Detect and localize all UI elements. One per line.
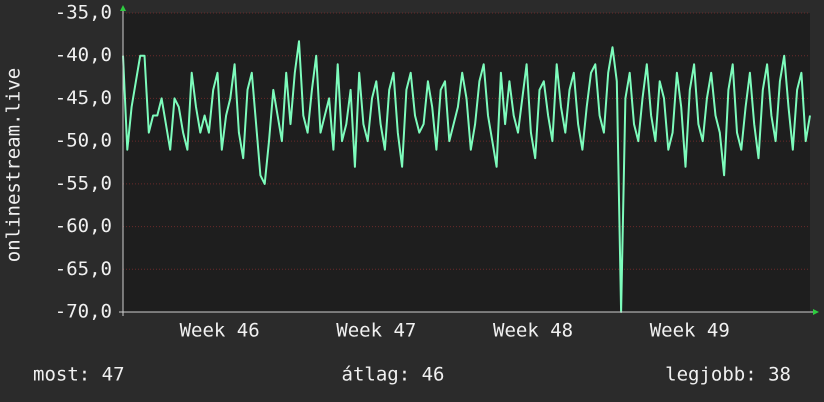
y-tick-label: -50,0 <box>55 130 112 152</box>
y-tick-label: -65,0 <box>55 258 112 280</box>
data-line <box>122 40 811 313</box>
x-tick-label: Week 48 <box>493 320 573 342</box>
plot <box>122 40 811 313</box>
stat-text: most: 47 <box>33 364 125 386</box>
y-axis-label: onlinestream.live <box>3 68 25 262</box>
plot-area <box>123 13 810 312</box>
axis-arrow <box>120 5 126 11</box>
y-tick-label: -60,0 <box>55 215 112 237</box>
x-tick-label: Week 46 <box>180 320 260 342</box>
y-tick-label: -45,0 <box>55 87 112 109</box>
y-tick-label: -35,0 <box>55 2 112 24</box>
x-tick-label: Week 47 <box>336 320 416 342</box>
y-tick-label: -40,0 <box>55 44 112 66</box>
stat-text: legjobb: 38 <box>665 364 791 386</box>
stat-text: átlag: 46 <box>342 364 445 386</box>
y-tick-label: -70,0 <box>55 301 112 323</box>
y-tick-label: -55,0 <box>55 172 112 194</box>
axis-arrow <box>813 309 819 315</box>
x-tick-label: Week 49 <box>650 320 730 342</box>
